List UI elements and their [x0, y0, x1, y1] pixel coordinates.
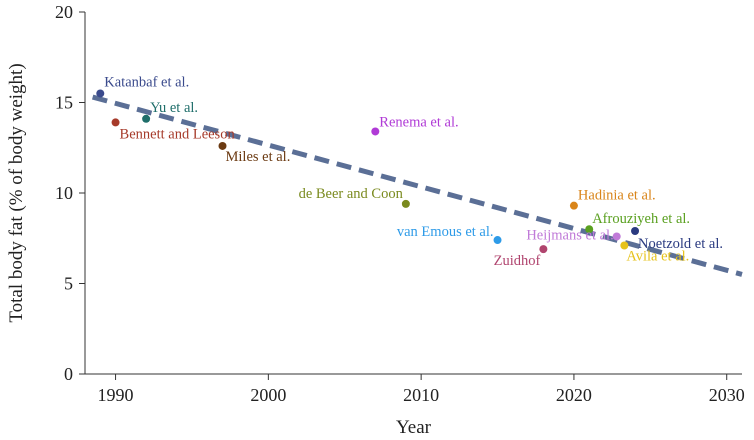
point-label: Renema et al. — [379, 114, 458, 130]
data-point — [371, 127, 380, 136]
axes: 1990 2000 2010 2020 2030 0 5 10 15 20 — [55, 2, 745, 405]
data-point — [539, 245, 548, 254]
x-tick-label: 2020 — [556, 385, 592, 405]
point-label: Bennett and Leeson — [120, 126, 236, 142]
point-labels: Katanbaf et al. Bennett and Leeson Yu et a… — [104, 74, 723, 269]
point-label: Avila et al. — [626, 248, 689, 264]
y-tick-label: 5 — [64, 274, 73, 294]
point-label: Yu et al. — [150, 100, 198, 116]
data-point — [631, 227, 640, 236]
y-tick-label: 15 — [55, 93, 73, 113]
data-point — [493, 236, 502, 245]
point-label: Zuidhof — [494, 253, 541, 269]
data-points — [96, 89, 640, 254]
point-label: Afrouziyeh et al. — [592, 211, 690, 227]
point-label: Miles et al. — [226, 149, 291, 165]
point-label: van Emous et al. — [397, 224, 494, 240]
data-point — [569, 201, 578, 210]
data-point — [111, 118, 120, 127]
data-point — [585, 225, 594, 234]
data-point — [620, 241, 629, 250]
y-tick-label: 20 — [55, 2, 73, 22]
x-tick-label: 1990 — [98, 385, 134, 405]
data-point — [96, 89, 105, 98]
point-label: Katanbaf et al. — [104, 74, 189, 90]
data-point — [142, 114, 151, 123]
data-point — [218, 141, 227, 150]
data-point — [401, 199, 410, 208]
point-label: Heijmans et al. — [526, 227, 613, 243]
point-label: Hadinia et al. — [578, 188, 656, 204]
data-point — [612, 232, 621, 241]
x-axis-title: Year — [396, 417, 432, 438]
x-tick-label: 2000 — [250, 385, 286, 405]
y-tick-label: 10 — [55, 183, 73, 203]
trendline-group — [91, 94, 743, 277]
x-tick-label: 2010 — [403, 385, 439, 405]
point-label: Noetzold et al. — [638, 236, 723, 252]
x-tick-label: 2030 — [709, 385, 745, 405]
trendline — [91, 94, 743, 277]
y-tick-label: 0 — [64, 364, 73, 384]
y-axis-title: Total body fat (% of body weight) — [6, 63, 27, 322]
point-label: de Beer and Coon — [299, 186, 404, 202]
